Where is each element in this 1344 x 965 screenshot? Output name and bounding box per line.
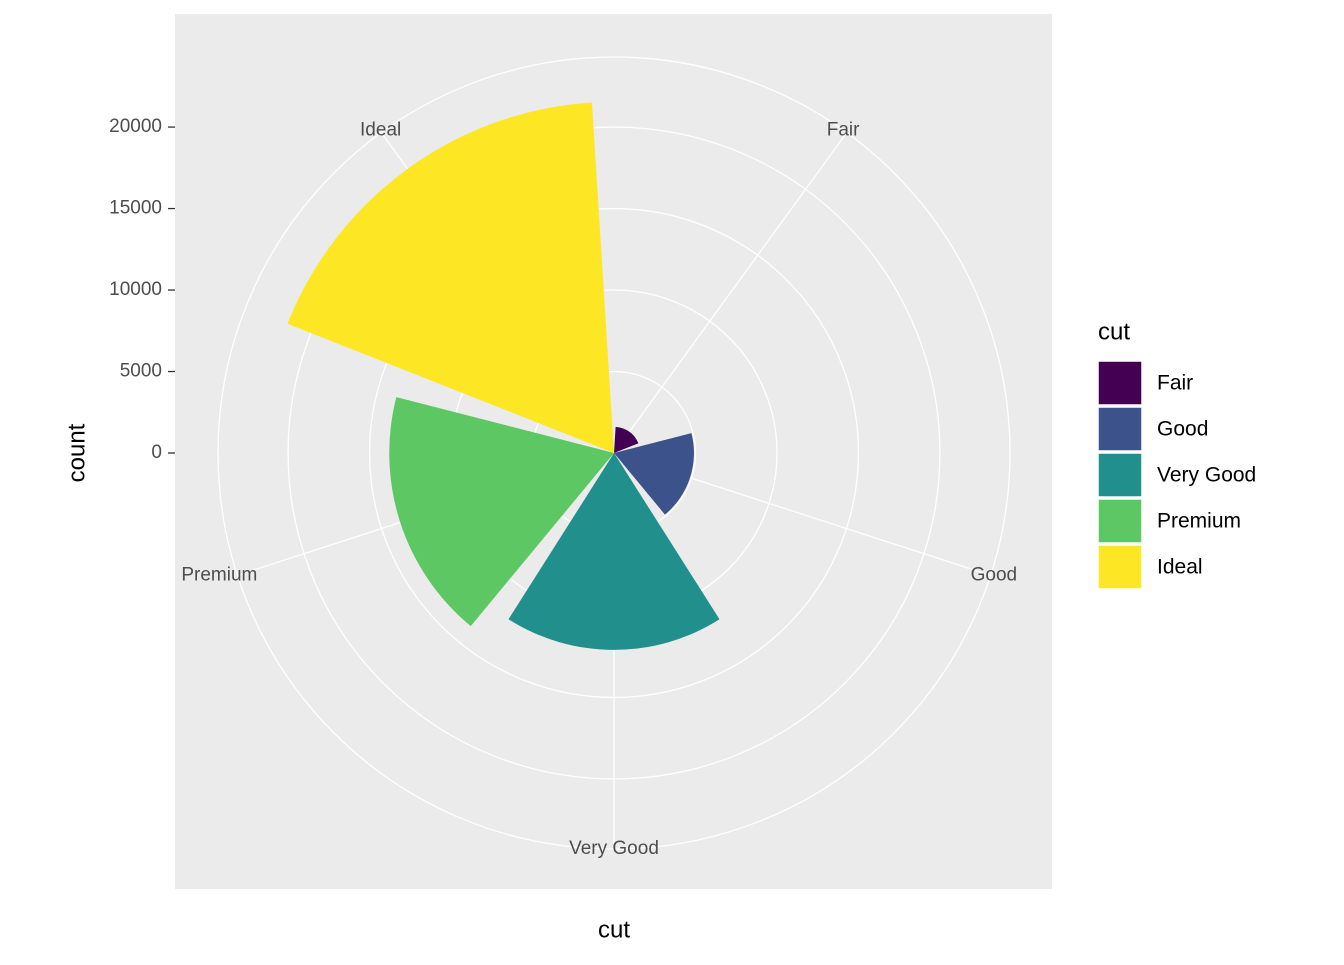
legend-key <box>1097 544 1143 590</box>
legend-label: Premium <box>1157 510 1241 533</box>
legend-label: Good <box>1157 418 1208 441</box>
y-tick-label: 15000 <box>109 198 162 219</box>
bars <box>287 102 720 650</box>
y-tick-label: 5000 <box>120 361 162 382</box>
x-tick-label: Fair <box>827 120 860 141</box>
bar <box>614 426 639 453</box>
bar <box>389 397 614 627</box>
x-tick-label: Good <box>971 564 1017 585</box>
y-tick-label: 0 <box>151 442 162 463</box>
legend-label: Ideal <box>1157 556 1203 579</box>
bar <box>508 453 720 650</box>
axes: 0 5000 10000 15000 20000 Fair Good Very Good Pre… <box>109 116 1017 859</box>
bar <box>287 102 614 454</box>
legend-label: Very Good <box>1157 464 1256 487</box>
legend-key <box>1097 498 1143 544</box>
legend: Fair Good Very Good Premium Ideal <box>1097 360 1256 590</box>
x-axis-title: cut <box>598 916 630 943</box>
legend-key <box>1097 452 1143 498</box>
x-tick-label: Ideal <box>360 120 401 141</box>
legend-title: cut <box>1098 318 1130 345</box>
legend-key <box>1097 360 1143 406</box>
x-tick-label: Very Good <box>569 838 659 859</box>
y-axis-title: count <box>63 423 90 482</box>
y-tick-label: 20000 <box>109 116 162 137</box>
bar <box>614 433 694 515</box>
spoke <box>613 132 848 454</box>
y-tick-label: 10000 <box>109 279 162 300</box>
x-tick-label: Premium <box>181 564 257 585</box>
legend-key <box>1097 406 1143 452</box>
legend-label: Fair <box>1157 372 1193 395</box>
